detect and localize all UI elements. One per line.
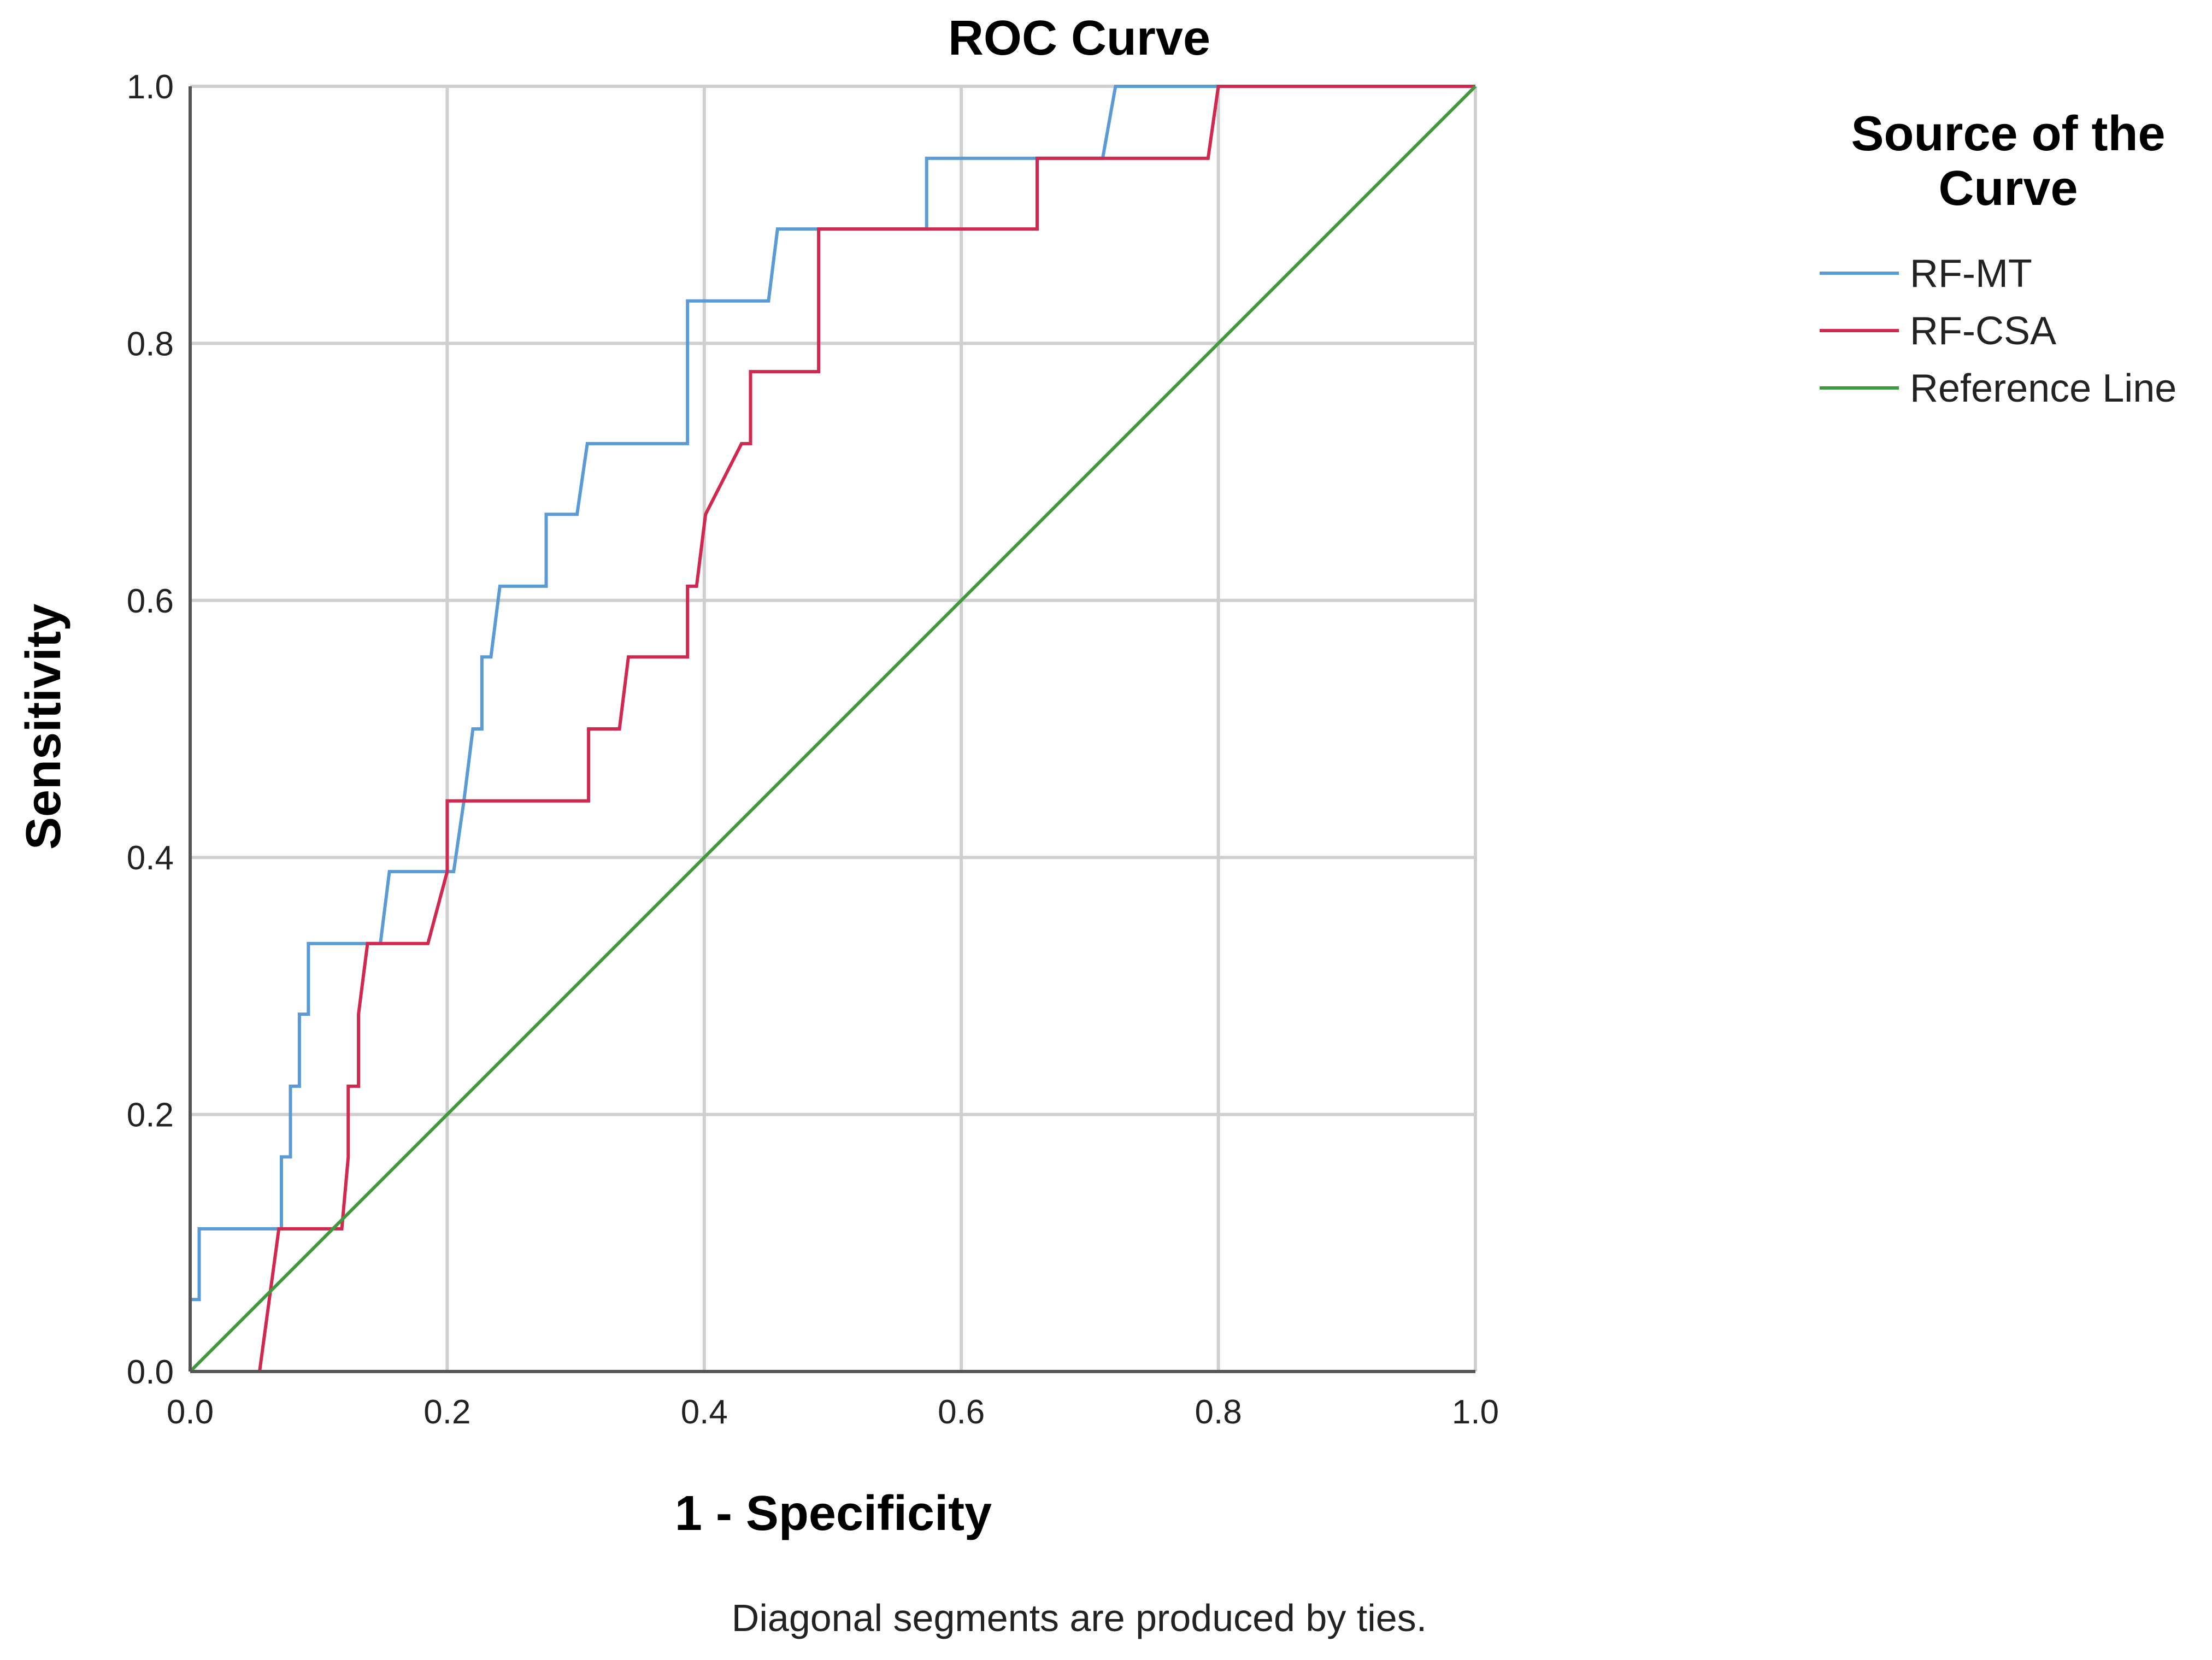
x-tick-label: 0.8 xyxy=(1195,1393,1242,1431)
tick-labels: 0.0 0.2 0.4 0.6 0.8 1.0 0.0 0.2 0.4 0.6 0.8 1.0 xyxy=(127,68,1499,1431)
y-tick-label: 1.0 xyxy=(127,68,174,106)
y-tick-label: 0.2 xyxy=(127,1097,174,1134)
y-tick-label: 0.4 xyxy=(127,839,174,877)
axes xyxy=(189,86,1475,1373)
x-tick-label: 1.0 xyxy=(1452,1393,1499,1431)
legend-label-reference-line: Reference Line xyxy=(1910,367,2176,410)
legend-label-rf-mt: RF-MT xyxy=(1910,252,2032,296)
series-lines xyxy=(189,85,1477,1373)
legend: Source of the Curve RF-MT RF-CSA Reference… xyxy=(1820,107,2176,410)
x-tick-label: 0.4 xyxy=(681,1393,728,1431)
y-tick-label: 0.6 xyxy=(127,582,174,620)
y-axis-title: Sensitivity xyxy=(16,604,71,850)
x-tick-label: 0.2 xyxy=(423,1393,470,1431)
series-line-reference-line xyxy=(189,85,1477,1373)
footnote: Diagonal segments are produced by ties. xyxy=(732,1597,1427,1639)
chart-title: ROC Curve xyxy=(948,11,1210,66)
x-axis-title: 1 - Specificity xyxy=(675,1486,992,1541)
y-tick-label: 0.0 xyxy=(127,1353,174,1391)
legend-label-rf-csa: RF-CSA xyxy=(1910,309,2056,353)
series-line-rf-csa xyxy=(190,85,1475,1373)
legend-title-line-2: Curve xyxy=(1938,161,2078,216)
y-tick-label: 0.8 xyxy=(127,325,174,363)
series-line-rf-mt xyxy=(189,85,1475,1371)
legend-title-line-1: Source of the xyxy=(1851,107,2165,161)
x-tick-label: 0.0 xyxy=(167,1393,214,1431)
x-tick-label: 0.6 xyxy=(938,1393,985,1431)
